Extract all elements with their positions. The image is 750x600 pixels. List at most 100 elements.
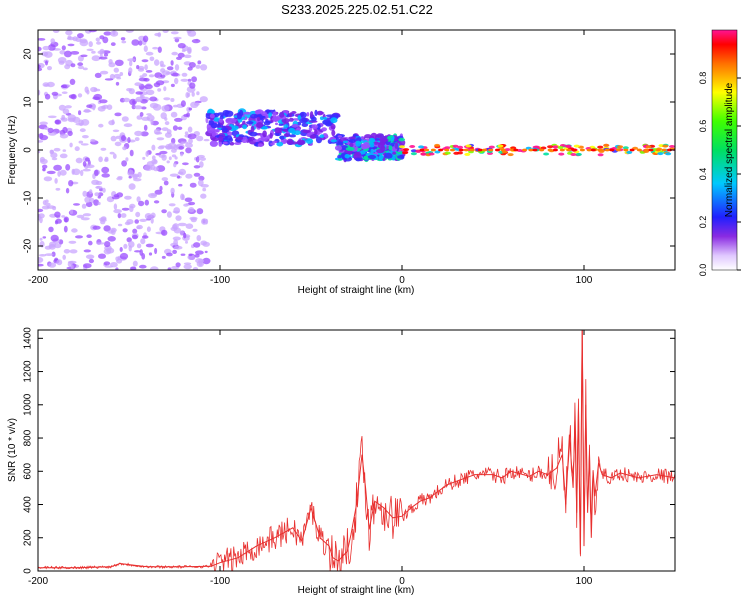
spectrogram-cell — [121, 160, 127, 167]
spectrogram-cell — [172, 249, 178, 254]
spectrogram-cell — [135, 91, 143, 95]
spectrogram-cell — [62, 254, 66, 260]
spectrogram-cell — [173, 245, 183, 250]
spectrogram-cell — [51, 91, 59, 96]
spectrogram-cell — [220, 127, 229, 131]
spectrogram-cell — [60, 117, 65, 120]
snr-y-tick-label: 200 — [23, 529, 34, 546]
spectrogram-cell — [403, 148, 410, 152]
spectrogram-cell — [99, 35, 105, 40]
spectrogram-cell — [132, 228, 138, 234]
spectrogram-cell — [130, 266, 137, 270]
spectrogram-cell — [48, 262, 57, 268]
spectrogram-cell — [167, 267, 172, 270]
spectrogram-cell — [452, 144, 459, 148]
spectrogram-cell — [42, 45, 50, 51]
spectrogram-cell — [185, 223, 194, 229]
spectrogram-cell — [321, 127, 327, 132]
spectrogram-cell — [566, 148, 572, 152]
spectrogram-cell — [665, 152, 672, 156]
spectrogram-cell — [180, 78, 189, 82]
spectrogram-cell — [137, 68, 145, 72]
spectrogram-cell — [122, 228, 128, 233]
spectrogram-cell — [39, 237, 43, 241]
spectrogram-cell — [504, 148, 511, 152]
colorbar-ticks: 0.0 0.2 0.4 0.6 0.8 — [698, 72, 741, 277]
snr-y-tick-label: 400 — [23, 496, 34, 513]
spectrogram-y-tick-label: 10 — [23, 96, 34, 108]
spectrogram-cell — [136, 243, 142, 249]
spectrogram-cell — [183, 264, 192, 270]
spectrogram-cell — [532, 148, 538, 152]
snr-x-tick-label: 0 — [399, 576, 405, 587]
snr-x-ticks: -200 -100 0 100 — [28, 330, 593, 587]
spectrogram-cell — [94, 72, 102, 78]
spectrogram-cell — [162, 30, 169, 33]
spectrogram-cell — [156, 137, 165, 141]
spectrogram-cell — [330, 117, 338, 124]
spectrogram-cell — [151, 144, 156, 151]
spectrogram-cell — [597, 148, 603, 152]
spectrogram-cell — [168, 156, 172, 161]
figure-title: S233.2025.225.02.51.C22 — [281, 2, 433, 17]
spectrogram-cell — [178, 183, 183, 187]
snr-frame — [37, 329, 676, 572]
spectrogram-cell — [655, 148, 661, 152]
spectrogram-cell — [59, 133, 69, 139]
spectrogram-cell — [173, 162, 177, 168]
spectrogram-cell — [573, 144, 580, 148]
spectrogram-cell — [145, 51, 154, 56]
spectrogram-cell — [132, 260, 138, 267]
spectrogram-cell — [70, 51, 80, 55]
spectrogram-cell — [157, 32, 162, 38]
spectrogram-cell — [354, 151, 362, 157]
spectrogram-cell — [86, 234, 92, 238]
spectrogram-cell — [81, 203, 87, 209]
spectrogram-cell — [93, 199, 99, 206]
spectrogram-cell — [89, 189, 93, 195]
spectrogram-cell — [377, 142, 385, 149]
spectrogram-cell — [644, 148, 650, 152]
spectrogram-cell — [117, 176, 123, 179]
spectrogram-cell — [291, 123, 299, 128]
spectrogram-cell — [95, 88, 101, 92]
spectrogram-cell — [91, 55, 101, 62]
spectrogram-cell — [187, 254, 196, 260]
spectrogram-cell — [364, 134, 372, 139]
spectrogram-cell — [123, 243, 128, 249]
spectrogram-cell — [119, 252, 129, 260]
spectrogram-cell — [49, 149, 54, 155]
spectrogram-cell — [52, 30, 60, 33]
spectrogram-cell — [124, 195, 132, 200]
spectrogram-cell — [150, 212, 156, 219]
spectrogram-cell — [379, 137, 387, 143]
spectrogram-cell — [368, 137, 376, 143]
spectrogram-cell — [88, 258, 94, 264]
spectrogram-cell — [157, 46, 162, 53]
spectrogram-cell — [134, 137, 140, 142]
spectrogram-cell — [113, 194, 120, 198]
spectrogram-cell — [189, 182, 197, 188]
spectrogram-cell — [185, 173, 193, 179]
spectrogram-cell — [85, 254, 95, 260]
spectrogram-cell — [144, 213, 152, 220]
spectrogram-cell — [82, 168, 91, 172]
colorbar-tick-label: 0.0 — [698, 264, 708, 277]
spectrogram-cell — [161, 105, 170, 112]
spectrogram-cell — [68, 240, 77, 244]
spectrogram-cell — [125, 30, 134, 33]
spectrogram-cell — [355, 140, 362, 147]
spectrogram-cell — [195, 250, 204, 255]
spectrogram-cell — [83, 249, 92, 253]
spectrogram-cell — [83, 263, 92, 269]
spectrogram-cell — [179, 230, 185, 236]
spectrogram-cell — [177, 52, 185, 58]
spectrogram-cell — [104, 156, 109, 161]
spectrogram-cell — [184, 131, 189, 135]
spectrogram-cell — [183, 232, 187, 239]
spectrogram-cell — [127, 137, 131, 144]
snr-y-tick-label: 1000 — [23, 393, 34, 416]
spectrogram-cell — [510, 146, 517, 150]
spectrogram-cell — [95, 180, 103, 186]
